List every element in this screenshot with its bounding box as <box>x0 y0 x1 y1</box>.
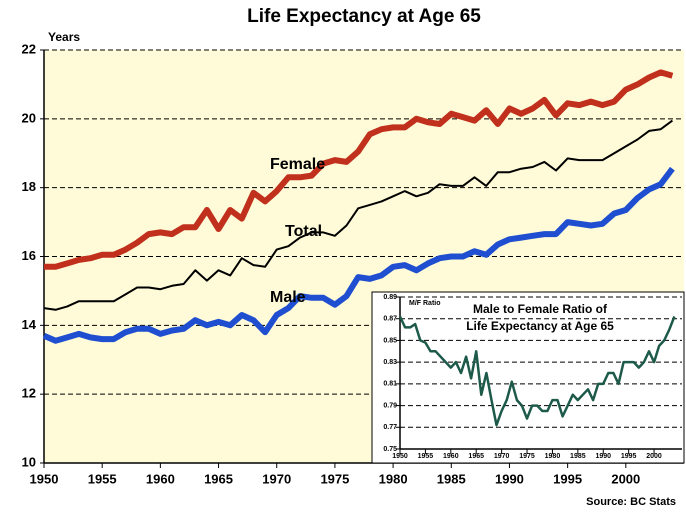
series-line <box>43 119 673 311</box>
chart-title: Life Expectancy at Age 65 <box>247 6 481 27</box>
y-tick-label: 0.75 <box>383 446 397 453</box>
y-tick-label: 10 <box>22 454 36 469</box>
y-tick-label: 14 <box>22 317 37 332</box>
x-tick-label: 1980 <box>379 471 408 486</box>
x-tick-label: 2000 <box>611 471 640 486</box>
x-tick-label: 1985 <box>570 453 586 460</box>
x-tick-label: 1995 <box>621 453 637 460</box>
x-tick-label: 1955 <box>418 453 434 460</box>
x-tick-label: 1990 <box>595 453 611 460</box>
x-tick-label: 1955 <box>88 471 117 486</box>
y-tick-label: 12 <box>22 386 36 401</box>
x-tick-label: 1970 <box>494 453 510 460</box>
series-line <box>44 69 674 270</box>
x-tick-label: 1970 <box>262 471 291 486</box>
y-tick-label: 0.81 <box>383 381 397 388</box>
source: Source: BC Stats <box>586 496 676 508</box>
inset-box <box>371 291 685 464</box>
series-label: Total <box>285 223 322 240</box>
y-tick-label: 0.77 <box>383 424 397 431</box>
y-tick-label: 16 <box>22 248 36 263</box>
inset-title: Male to Female Ratio of <box>473 302 608 316</box>
y-tick-label: 0.87 <box>383 316 397 323</box>
x-tick-label: 1960 <box>146 471 175 486</box>
y-tick-label: 0.83 <box>383 359 397 366</box>
x-tick-label: 2000 <box>646 453 662 460</box>
y-tick-label: 0.89 <box>383 294 397 301</box>
x-tick-label: 1985 <box>437 471 466 486</box>
x-tick-label: 1960 <box>443 453 459 460</box>
inset-y-label: M/F Ratio <box>409 300 441 307</box>
inset-title: Life Expectancy at Age 65 <box>466 319 614 333</box>
x-tick-label: 1950 <box>392 453 408 460</box>
x-tick-label: 1990 <box>495 471 524 486</box>
series-line <box>398 315 676 427</box>
x-tick-label: 1950 <box>30 471 59 486</box>
x-tick-label: 1965 <box>204 471 233 486</box>
x-tick-label: 1995 <box>553 471 582 486</box>
x-tick-label: 1975 <box>519 453 535 460</box>
y-tick-label: 0.85 <box>383 337 397 344</box>
x-tick-label: 1975 <box>320 471 349 486</box>
x-tick-label: 1980 <box>545 453 561 460</box>
y-tick-label: 18 <box>22 179 36 194</box>
x-tick-label: 1965 <box>468 453 484 460</box>
y-tick-label: 0.79 <box>383 402 397 409</box>
series-label: Male <box>270 289 306 306</box>
y-tick-label: 20 <box>22 110 36 125</box>
y-axis-label: Years <box>48 30 80 44</box>
y-tick-label: 22 <box>22 41 36 56</box>
series-label: Female <box>270 156 325 173</box>
series-line <box>42 166 675 344</box>
